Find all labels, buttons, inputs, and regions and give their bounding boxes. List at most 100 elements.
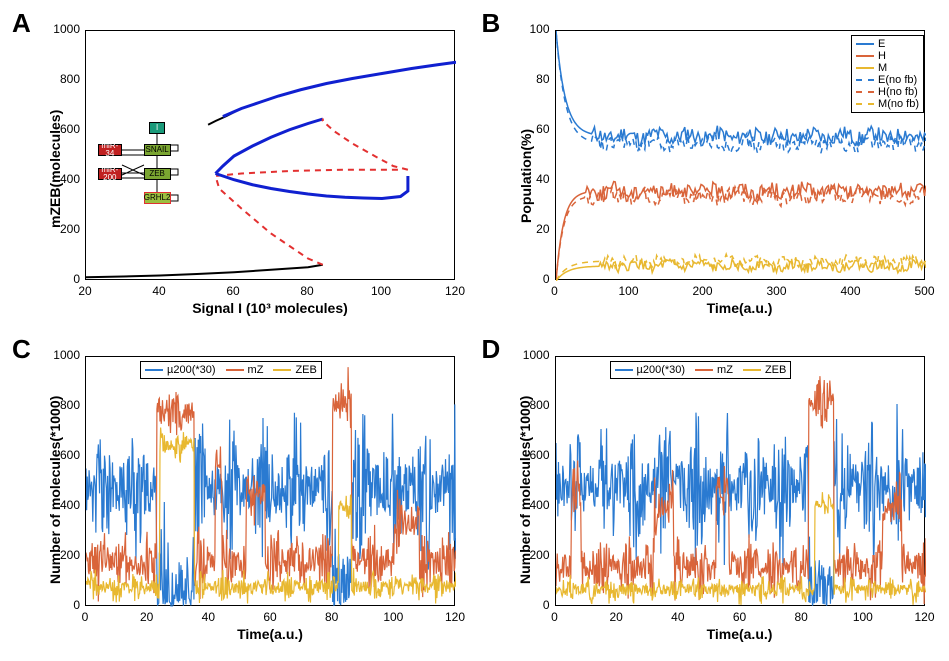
legend-item: E [856,38,919,50]
ytick-label: 800 [40,398,80,412]
ytick-label: 600 [40,122,80,136]
xtick-label: 60 [255,610,285,624]
legend-label: E [878,38,885,50]
panel-B: B Population(%) Time(a.u.) EHME(no fb)H(… [480,10,940,326]
xtick-label: 20 [70,284,100,298]
network-node-I: I [149,122,165,134]
panel-C: C Number of molecules(*1000) Time(a.u.) … [10,336,470,652]
xtick-label: 120 [440,284,470,298]
legend-swatch-icon [615,369,633,371]
xtick-label: 40 [663,610,693,624]
plot-area-C [85,356,455,606]
legend-label: M [878,62,887,74]
ytick-label: 400 [40,172,80,186]
legend-item: ZEB [273,364,316,376]
xtick-label: 100 [366,284,396,298]
xlabel-D: Time(a.u.) [555,626,925,642]
legend-C: µ200(*30) mZ ZEB [140,361,322,379]
xtick-label: 40 [193,610,223,624]
ytick-label: 40 [510,172,550,186]
xtick-label: 20 [132,610,162,624]
ytick-label: 20 [510,222,550,236]
ylabel-B: Population(%) [518,83,534,223]
xtick-label: 200 [688,284,718,298]
legend-swatch-icon [145,369,163,371]
ytick-label: 200 [40,222,80,236]
legend-item: M(no fb) [856,98,919,110]
ytick-label: 1000 [40,22,80,36]
xtick-label: 500 [910,284,940,298]
legend-label: H(no fb) [878,86,918,98]
xtick-label: 100 [614,284,644,298]
xlabel-C: Time(a.u.) [85,626,455,642]
panel-label-C: C [12,334,31,365]
xtick-label: 0 [540,284,570,298]
plot-area-D [555,356,925,606]
network-diagram-A: ImiR-34 SNAIL miR-200 ZEB GRHL2 [95,115,230,235]
xtick-label: 60 [725,610,755,624]
legend-label: ZEB [295,364,316,376]
ytick-label: 400 [510,498,550,512]
network-node-mir200: miR-200 [98,168,122,180]
ytick-label: 400 [40,498,80,512]
legend-label: mZ [717,364,733,376]
panel-label-B: B [482,8,501,39]
xtick-label: 80 [317,610,347,624]
legend-item: ZEB [743,364,786,376]
legend-label: M(no fb) [878,98,919,110]
xtick-label: 100 [848,610,878,624]
ytick-label: 80 [510,72,550,86]
legend-swatch-icon [695,369,713,371]
legend-item: µ200(*30) [615,364,686,376]
legend-swatch-icon [226,369,244,371]
ytick-label: 600 [510,448,550,462]
panel-label-A: A [12,8,31,39]
xtick-label: 80 [292,284,322,298]
network-node-ZEB: ZEB [144,168,171,180]
ylabel-A: mZEB(molecules) [47,78,63,228]
network-node-GRHL2: GRHL2 [144,192,171,204]
panel-A: A mZEB(molecules) Signal I (10³ molecule… [10,10,470,326]
network-node-mir34: miR-34 [98,144,122,156]
legend-swatch-icon [856,79,874,81]
xtick-label: 100 [378,610,408,624]
legend-item: M [856,62,919,74]
xtick-label: 0 [70,610,100,624]
legend-swatch-icon [856,67,874,69]
ytick-label: 200 [40,548,80,562]
ytick-label: 1000 [40,348,80,362]
xtick-label: 300 [762,284,792,298]
legend-label: ZEB [765,364,786,376]
xtick-label: 120 [910,610,940,624]
legend-label: H [878,50,886,62]
panel-label-D: D [482,334,501,365]
xlabel-A: Signal I (10³ molecules) [85,300,455,316]
legend-swatch-icon [856,55,874,57]
legend-swatch-icon [856,103,874,105]
ytick-label: 800 [40,72,80,86]
ytick-label: 100 [510,22,550,36]
xtick-label: 0 [540,610,570,624]
legend-D: µ200(*30) mZ ZEB [610,361,792,379]
legend-label: µ200(*30) [637,364,686,376]
legend-label: E(no fb) [878,74,917,86]
xtick-label: 120 [440,610,470,624]
xtick-label: 20 [601,610,631,624]
legend-item: µ200(*30) [145,364,216,376]
ytick-label: 200 [510,548,550,562]
xtick-label: 400 [836,284,866,298]
xlabel-B: Time(a.u.) [555,300,925,316]
legend-label: mZ [248,364,264,376]
ytick-label: 800 [510,398,550,412]
network-node-SNAIL: SNAIL [144,144,171,156]
legend-swatch-icon [273,369,291,371]
legend-B: EHME(no fb)H(no fb)M(no fb) [851,35,924,113]
ytick-label: 60 [510,122,550,136]
legend-item: E(no fb) [856,74,919,86]
legend-item: H [856,50,919,62]
legend-swatch-icon [856,91,874,93]
figure-grid: A mZEB(molecules) Signal I (10³ molecule… [10,10,939,651]
legend-item: mZ [226,364,264,376]
legend-item: mZ [695,364,733,376]
ytick-label: 600 [40,448,80,462]
